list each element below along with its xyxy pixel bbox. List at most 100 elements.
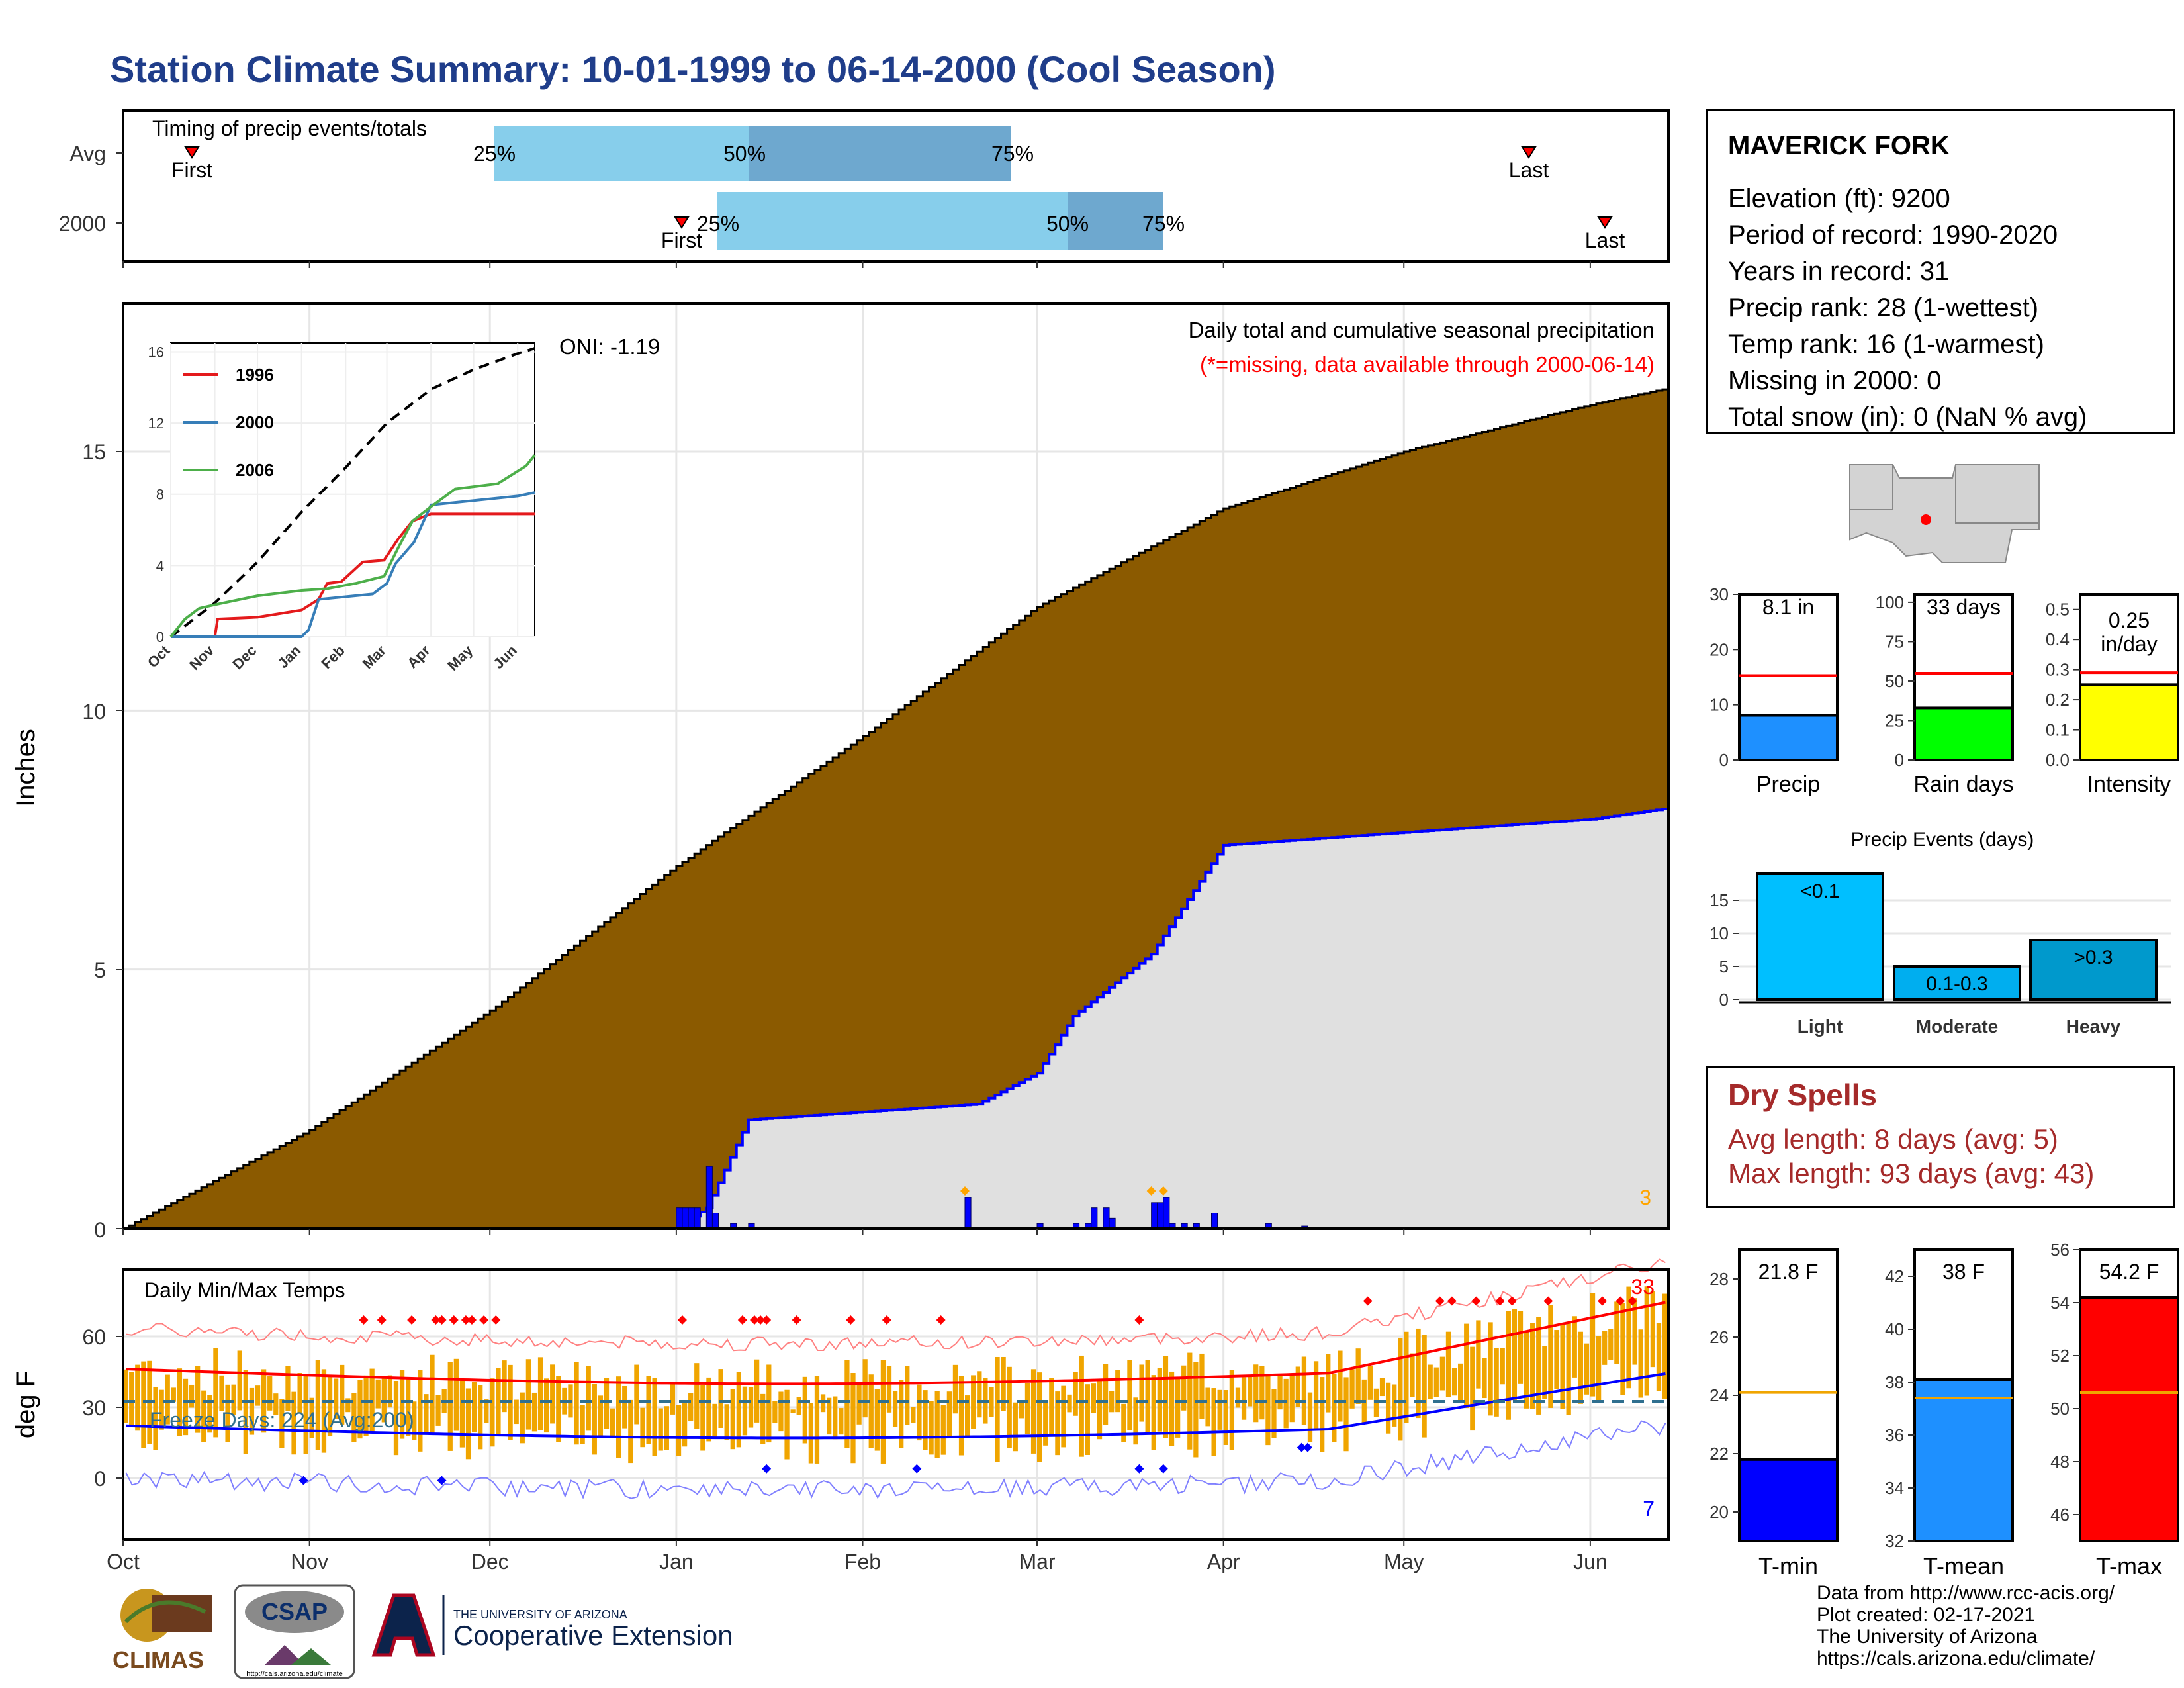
dry-spells-avg: Avg length: 8 days (avg: 5)	[1728, 1123, 2058, 1154]
daily-temp-bar	[688, 1393, 694, 1422]
daily-temp-bar	[652, 1378, 657, 1456]
daily-temp-bar	[1307, 1392, 1313, 1442]
record-high-marker	[1495, 1296, 1505, 1306]
daily-temp-bar	[406, 1378, 411, 1436]
mini-bar-value-label: 0.25	[2109, 608, 2150, 632]
daily-temp-bar	[1410, 1353, 1415, 1397]
record-high-marker	[1598, 1296, 1608, 1306]
daily-temp-bar	[327, 1377, 333, 1436]
daily-temp-bar	[1037, 1372, 1042, 1462]
daily-temp-bar	[255, 1385, 261, 1406]
daily-temp-bar	[1560, 1323, 1565, 1409]
daily-temp-bar	[1277, 1374, 1283, 1410]
mini-bar-value-unit: in/day	[2101, 632, 2157, 656]
daily-temp-bar	[730, 1389, 735, 1450]
daily-temp-bar	[490, 1378, 495, 1447]
precip-events-ytick: 0	[1719, 990, 1729, 1009]
daily-temp-bar	[1548, 1305, 1553, 1408]
daily-temp-bar	[201, 1390, 206, 1442]
record-high-marker	[407, 1315, 417, 1325]
avg-max-temp-line	[126, 1301, 1666, 1385]
daily-temp-bar	[796, 1397, 801, 1415]
daily-temp-bar	[309, 1397, 314, 1438]
daily-temp-bar	[351, 1393, 357, 1442]
inset-legend-label: 1996	[236, 365, 274, 385]
ua-small-text: THE UNIVERSITY OF ARIZONA	[453, 1608, 627, 1621]
temp-bar-value	[1913, 1378, 2014, 1542]
mini-bar-ytick: 0.1	[2046, 720, 2070, 740]
daily-temp-bar	[291, 1391, 296, 1455]
x-axis-month-label: Feb	[844, 1550, 881, 1573]
daily-temp-bar	[1404, 1331, 1409, 1423]
daily-temp-bar	[1332, 1374, 1337, 1442]
station-temp-rank: Temp rank: 16 (1-warmest)	[1728, 330, 2044, 359]
record-high-marker	[936, 1315, 946, 1325]
timing-label: Timing of precip events/totals	[152, 117, 427, 140]
x-axis-month-label: May	[1384, 1550, 1424, 1573]
station-precip-rank: Precip rank: 28 (1-wettest)	[1728, 293, 2039, 322]
daily-temp-bar	[399, 1370, 405, 1439]
y2000-last-marker	[1597, 216, 1613, 229]
record-low-marker	[1297, 1442, 1306, 1452]
daily-temp-bar	[1644, 1286, 1649, 1396]
daily-temp-bar	[1079, 1355, 1084, 1457]
daily-temp-bar	[1542, 1346, 1547, 1399]
record-high-marker	[762, 1315, 772, 1325]
temp-summary-bars: 21.8 F 20 22 24 26 28 T-min 38 F 32 34 36 38 40 42 T-m…	[1709, 1240, 2179, 1579]
daily-temp-bar	[1313, 1361, 1319, 1430]
y2000-p75-label: 75%	[1142, 212, 1185, 236]
inset-ytick: 8	[156, 487, 164, 503]
daily-temp-bar	[123, 1369, 128, 1423]
daily-temp-bar	[381, 1377, 387, 1423]
daily-temp-bar	[929, 1401, 934, 1455]
mini-bar-label: Precip	[1756, 772, 1820, 797]
csap-text: CSAP	[261, 1598, 328, 1625]
daily-temp-bar	[946, 1391, 952, 1437]
avg-50-75-bar	[749, 126, 1011, 181]
record-low-marker	[298, 1476, 308, 1485]
daily-temp-bar	[418, 1370, 423, 1452]
daily-temp-bar	[219, 1375, 224, 1411]
daily-temp-bar	[1211, 1388, 1216, 1456]
inset-avg-line	[169, 347, 535, 638]
daily-temp-bar	[1343, 1377, 1349, 1452]
daily-temp-bar	[1145, 1360, 1150, 1434]
daily-temp-bar	[694, 1363, 700, 1429]
daily-temp-bar	[1614, 1301, 1619, 1364]
avg-first-marker	[184, 146, 200, 159]
daily-temp-bar	[1482, 1358, 1487, 1399]
daily-temp-bar	[1103, 1364, 1109, 1425]
inset-legend-label: 2006	[236, 460, 274, 480]
temp-bar-ytick: 54	[2050, 1293, 2070, 1313]
daily-temp-bar	[1067, 1394, 1072, 1413]
daily-temp-bar	[183, 1378, 189, 1436]
daily-temp-bar	[1301, 1356, 1307, 1425]
record-high-marker	[1447, 1296, 1457, 1306]
daily-temp-bar	[1638, 1329, 1643, 1398]
daily-precip-bar	[694, 1207, 701, 1229]
daily-temp-bar	[964, 1395, 970, 1438]
precip-events-ytick: 10	[1709, 923, 1729, 943]
daily-temp-bar	[940, 1405, 946, 1455]
avg-p75-label: 75%	[991, 142, 1034, 165]
daily-temp-bar	[778, 1391, 784, 1432]
temp-bar-ytick: 20	[1709, 1502, 1729, 1522]
daily-temp-bar	[1428, 1364, 1433, 1399]
daily-temp-bar	[580, 1405, 585, 1444]
avg-last-label: Last	[1509, 158, 1549, 182]
record-low-marker	[912, 1464, 922, 1474]
daily-temp-bar	[1121, 1403, 1126, 1442]
record-high-marker	[437, 1315, 447, 1325]
climas-text: CLIMAS	[113, 1646, 204, 1673]
daily-temp-bar	[496, 1368, 501, 1436]
daily-temp-bar	[1596, 1336, 1602, 1401]
daily-temp-bar	[1229, 1370, 1235, 1450]
daily-temp-bar	[977, 1371, 982, 1418]
daily-temp-bar	[1530, 1323, 1535, 1409]
record-high-marker	[737, 1315, 747, 1325]
daily-temp-bar	[1109, 1391, 1115, 1413]
daily-temp-bar	[862, 1359, 868, 1418]
daily-precip-bar	[1163, 1197, 1170, 1229]
daily-precip-bar	[1103, 1207, 1110, 1229]
